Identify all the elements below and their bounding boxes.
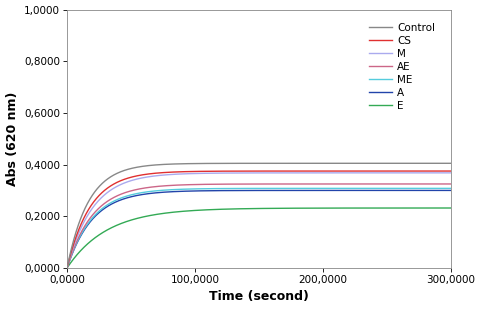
Line: M: M: [67, 173, 450, 268]
Legend: Control, CS, M, AE, ME, A, E: Control, CS, M, AE, ME, A, E: [365, 20, 437, 114]
E: [64, 266, 70, 270]
M: [64, 266, 70, 270]
CS: [350, 169, 356, 173]
CS: [447, 169, 453, 173]
M: [313, 171, 319, 175]
Control: [447, 161, 453, 165]
AE: [210, 182, 216, 186]
CS: [379, 169, 385, 173]
ME: [379, 187, 385, 190]
CS: [294, 169, 300, 173]
CS: [64, 266, 70, 270]
M: [133, 177, 139, 181]
E: [313, 206, 319, 210]
E: [210, 208, 216, 211]
Control: [64, 266, 70, 270]
M: [350, 171, 356, 175]
A: [133, 194, 139, 197]
Control: [294, 161, 300, 165]
Line: E: E: [67, 208, 450, 268]
E: [350, 206, 356, 210]
AE: [379, 182, 385, 186]
Y-axis label: Abs (620 nm): Abs (620 nm): [6, 91, 19, 186]
AE: [64, 266, 70, 270]
CS: [313, 169, 319, 173]
ME: [64, 266, 70, 270]
ME: [294, 187, 300, 190]
AE: [447, 182, 453, 186]
Line: ME: ME: [67, 188, 450, 268]
M: [210, 171, 216, 175]
AE: [313, 182, 319, 186]
ME: [133, 192, 139, 195]
X-axis label: Time (second): Time (second): [209, 290, 308, 303]
A: [313, 188, 319, 192]
A: [64, 266, 70, 270]
Line: A: A: [67, 190, 450, 268]
AE: [350, 182, 356, 186]
E: [379, 206, 385, 210]
AE: [133, 188, 139, 191]
A: [379, 188, 385, 192]
Control: [313, 161, 319, 165]
M: [379, 171, 385, 175]
CS: [210, 169, 216, 173]
A: [447, 188, 453, 192]
ME: [210, 187, 216, 190]
CS: [133, 174, 139, 178]
A: [294, 188, 300, 192]
E: [133, 217, 139, 220]
Control: [350, 161, 356, 165]
M: [447, 171, 453, 175]
ME: [447, 187, 453, 190]
Control: [379, 161, 385, 165]
Line: Control: Control: [67, 163, 450, 268]
M: [294, 171, 300, 175]
Line: CS: CS: [67, 171, 450, 268]
Control: [133, 165, 139, 169]
E: [447, 206, 453, 210]
Line: AE: AE: [67, 184, 450, 268]
A: [350, 188, 356, 192]
ME: [313, 187, 319, 190]
A: [210, 189, 216, 193]
Control: [210, 162, 216, 165]
E: [294, 206, 300, 210]
AE: [294, 182, 300, 186]
ME: [350, 187, 356, 190]
